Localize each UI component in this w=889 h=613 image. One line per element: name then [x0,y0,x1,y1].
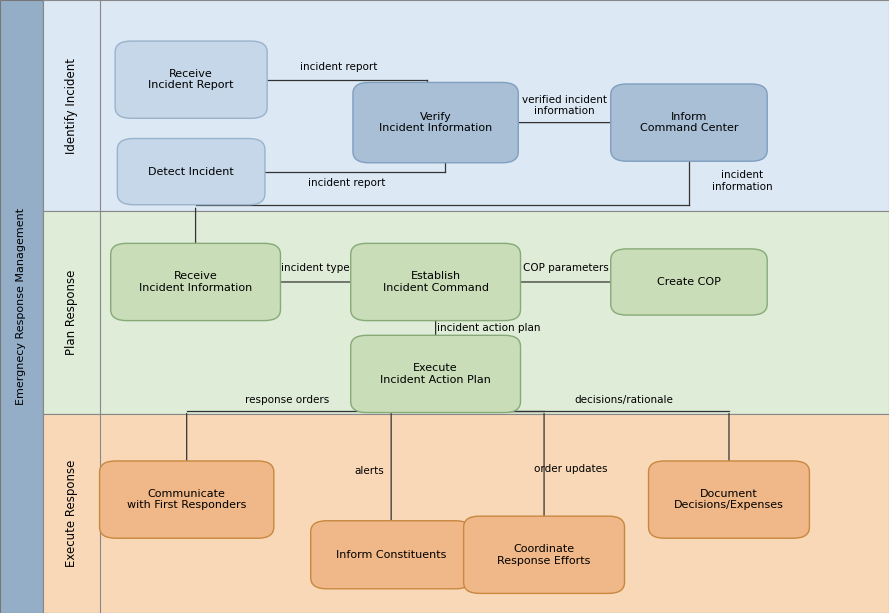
FancyBboxPatch shape [0,0,43,613]
Text: Detect Incident: Detect Incident [148,167,234,177]
Text: response orders: response orders [244,395,329,405]
FancyBboxPatch shape [43,0,889,211]
Text: order updates: order updates [534,464,607,474]
Text: Verify
Incident Information: Verify Incident Information [379,112,493,134]
FancyBboxPatch shape [649,461,809,538]
Text: incident
information: incident information [712,170,773,192]
Text: incident report: incident report [308,178,386,188]
FancyBboxPatch shape [611,84,767,161]
Text: alerts: alerts [354,466,384,476]
FancyBboxPatch shape [353,82,518,162]
FancyBboxPatch shape [116,41,268,118]
Text: Execute
Incident Action Plan: Execute Incident Action Plan [380,363,491,385]
Text: verified incident
information: verified incident information [522,94,607,116]
FancyBboxPatch shape [350,335,520,413]
FancyBboxPatch shape [464,516,624,593]
FancyBboxPatch shape [350,243,520,321]
Text: Plan Response: Plan Response [65,270,78,356]
Text: Create COP: Create COP [657,277,721,287]
Text: incident type: incident type [281,264,350,273]
Text: Communicate
with First Responders: Communicate with First Responders [127,489,246,511]
FancyBboxPatch shape [117,139,265,205]
FancyBboxPatch shape [111,243,281,321]
Text: Receive
Incident Report: Receive Incident Report [148,69,234,91]
FancyBboxPatch shape [43,211,889,414]
Text: Emergnecy Response Management: Emergnecy Response Management [16,208,27,405]
Text: Inform Constituents: Inform Constituents [336,550,446,560]
Text: COP parameters: COP parameters [523,264,608,273]
Text: decisions/rationale: decisions/rationale [575,395,674,405]
Text: Coordinate
Response Efforts: Coordinate Response Efforts [497,544,591,566]
Text: Inform
Command Center: Inform Command Center [640,112,738,134]
Text: incident report: incident report [300,63,378,72]
Text: Establish
Incident Command: Establish Incident Command [382,271,489,293]
Text: Document
Decisions/Expenses: Document Decisions/Expenses [674,489,784,511]
Text: Receive
Incident Information: Receive Incident Information [139,271,252,293]
Text: Execute Response: Execute Response [65,460,78,567]
FancyBboxPatch shape [43,211,100,414]
FancyBboxPatch shape [611,249,767,315]
FancyBboxPatch shape [311,520,471,588]
Text: incident action plan: incident action plan [437,323,541,333]
FancyBboxPatch shape [100,461,274,538]
Text: Identify Incident: Identify Incident [65,58,78,154]
FancyBboxPatch shape [43,0,100,211]
FancyBboxPatch shape [43,414,889,613]
FancyBboxPatch shape [43,414,100,613]
